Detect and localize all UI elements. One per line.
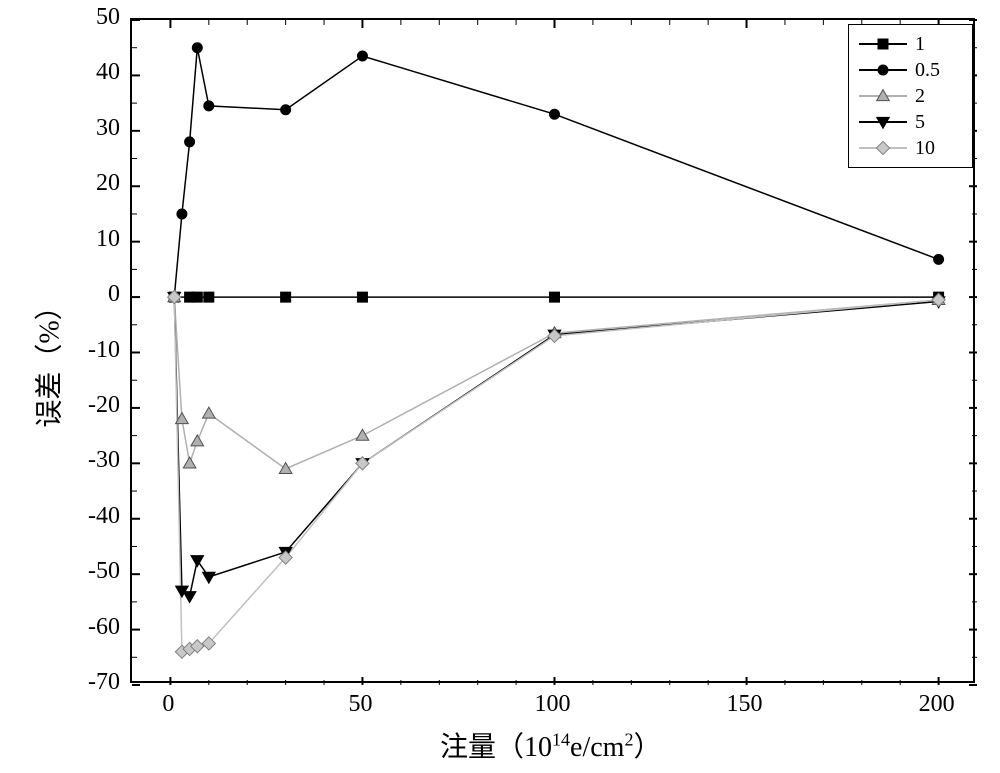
legend-label: 0.5 (915, 59, 940, 82)
y-tick-label: -60 (88, 614, 120, 641)
y-tick-label: -30 (88, 447, 120, 474)
legend-item-5: 5 (859, 109, 962, 135)
x-axis-label: 注量（1014e/cm2） (440, 725, 661, 765)
y-tick-label: 10 (96, 226, 120, 253)
y-tick-label: -10 (88, 337, 120, 364)
chart-container: 误差（%） 注量（1014e/cm2） 10.52510 05010015020… (0, 0, 1000, 773)
series-line-2 (174, 297, 938, 469)
series-line-10 (174, 297, 938, 652)
y-tick-label: -40 (88, 503, 120, 530)
y-tick-label: -50 (88, 558, 120, 585)
y-tick-label: 20 (96, 170, 120, 197)
x-tick-label: 200 (919, 691, 955, 718)
legend-item-0.5: 0.5 (859, 57, 962, 83)
legend-label: 1 (915, 33, 925, 56)
legend-item-2: 2 (859, 83, 962, 109)
x-tick-label: 0 (162, 691, 174, 718)
x-tick-label: 50 (348, 691, 372, 718)
x-tick-label: 150 (727, 691, 763, 718)
y-tick-label: -20 (88, 392, 120, 419)
y-tick-label: 50 (96, 4, 120, 31)
legend-item-1: 1 (859, 31, 962, 57)
legend: 1 0.5 2 5 10 (848, 24, 973, 168)
y-tick-label: 30 (96, 115, 120, 142)
series-line-0.5 (174, 48, 938, 297)
y-tick-label: 40 (96, 59, 120, 86)
legend-label: 2 (915, 85, 925, 108)
legend-label: 5 (915, 111, 925, 134)
xlabel-text: 注量（10 (440, 732, 552, 763)
legend-label: 10 (915, 137, 935, 160)
y-tick-label: -70 (88, 669, 120, 696)
y-tick-label: 0 (108, 281, 120, 308)
x-tick-label: 100 (535, 691, 571, 718)
y-axis-label: 误差（%） (28, 292, 68, 427)
legend-item-10: 10 (859, 135, 962, 161)
